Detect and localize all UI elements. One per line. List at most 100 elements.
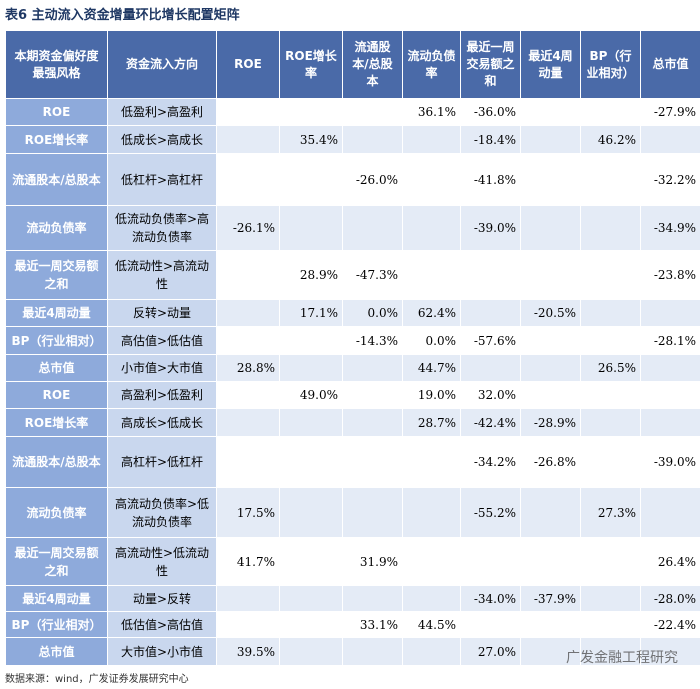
direction-cell: 高杠杆>低杠杆: [107, 436, 217, 488]
value-cell: [580, 153, 641, 206]
value-cell: [279, 326, 343, 355]
value-cell: [580, 537, 641, 586]
value-cell: 26.5%: [580, 354, 641, 382]
table-row: 最近一周交易额之和 低流动性>高流动性 28.9% -47.3% -23.8%: [5, 250, 700, 300]
value-cell: [342, 381, 403, 409]
value-cell: [580, 436, 641, 488]
style-cell: 流通股本/总股本: [5, 153, 108, 206]
value-cell: [216, 381, 280, 409]
value-cell: -32.2%: [640, 153, 700, 206]
column-header: 最近一周交易额之和: [460, 30, 521, 99]
value-cell: [580, 408, 641, 437]
value-cell: [520, 205, 581, 251]
table-row: 最近一周交易额之和 高流动性>低流动性 41.7% 31.9% 26.4%: [5, 537, 700, 586]
style-cell: 流动负债率: [5, 487, 108, 538]
style-cell: 总市值: [5, 637, 108, 666]
value-cell: [402, 585, 461, 612]
value-cell: 0.0%: [402, 326, 461, 355]
style-cell: 最近一周交易额之和: [5, 537, 108, 586]
value-cell: -42.4%: [460, 408, 521, 437]
direction-cell: 低流动性>高流动性: [107, 250, 217, 300]
value-cell: [342, 98, 403, 126]
table-row: 流动负债率 低流动负债率>高流动负债率 -26.1% -39.0% -34.9%: [5, 205, 700, 251]
value-cell: [402, 537, 461, 586]
direction-cell: 低成长>高成长: [107, 125, 217, 154]
column-header: 流动负债率: [402, 30, 461, 99]
value-cell: [520, 637, 581, 666]
value-cell: [279, 637, 343, 666]
value-cell: -28.1%: [640, 326, 700, 355]
table-row: ROE 低盈利>高盈利 36.1% -36.0% -27.9%: [5, 98, 700, 126]
column-header: BP（行业相对）: [580, 30, 641, 99]
table-body: ROE 低盈利>高盈利 36.1% -36.0% -27.9% ROE增长率 低成长>高成长…: [5, 98, 700, 666]
value-cell: 49.0%: [279, 381, 343, 409]
header-row: 本期资金偏好度最强风格 资金流入方向 ROE ROE增长率 流通股本/总股本 流动负债率最…: [5, 30, 700, 99]
value-cell: -14.3%: [342, 326, 403, 355]
direction-cell: 反转>动量: [107, 299, 217, 327]
direction-cell: 小市值>大市值: [107, 354, 217, 382]
value-cell: 17.5%: [216, 487, 280, 538]
value-cell: [520, 381, 581, 409]
value-cell: [279, 537, 343, 586]
value-cell: 62.4%: [402, 299, 461, 327]
column-header: ROE增长率: [279, 30, 343, 99]
watermark: 广发金融工程研究: [566, 650, 678, 666]
value-cell: [342, 585, 403, 612]
value-cell: [640, 125, 700, 154]
value-cell: [460, 537, 521, 586]
value-cell: [580, 611, 641, 638]
value-cell: [342, 436, 403, 488]
table-row: ROE增长率 高成长>低成长 28.7% -42.4% -28.9%: [5, 408, 700, 437]
value-cell: 39.5%: [216, 637, 280, 666]
value-cell: [402, 637, 461, 666]
value-cell: [216, 408, 280, 437]
table-row: 最近4周动量 动量>反转 -34.0% -37.9% -28.0%: [5, 585, 700, 612]
table-row: 流通股本/总股本 低杠杆>高杠杆 -26.0% -41.8% -32.2%: [5, 153, 700, 206]
value-cell: [520, 354, 581, 382]
value-cell: [216, 436, 280, 488]
value-cell: 35.4%: [279, 125, 343, 154]
table-row: ROE增长率 低成长>高成长 35.4% -18.4% 46.2%: [5, 125, 700, 154]
value-cell: [460, 354, 521, 382]
value-cell: [279, 205, 343, 251]
value-cell: [402, 205, 461, 251]
value-cell: 17.1%: [279, 299, 343, 327]
value-cell: 32.0%: [460, 381, 521, 409]
value-cell: 33.1%: [342, 611, 403, 638]
value-cell: [640, 299, 700, 327]
value-cell: [640, 637, 700, 666]
value-cell: [520, 537, 581, 586]
style-cell: 最近4周动量: [5, 299, 108, 327]
style-cell: ROE: [5, 98, 108, 126]
value-cell: [279, 611, 343, 638]
value-cell: -27.9%: [640, 98, 700, 126]
table-row: 总市值 小市值>大市值 28.8% 44.7% 26.5%: [5, 354, 700, 382]
value-cell: [580, 381, 641, 409]
value-cell: [640, 487, 700, 538]
value-cell: [460, 299, 521, 327]
value-cell: [520, 98, 581, 126]
table-title: 表6 主动流入资金增量环比增长配置矩阵: [5, 8, 240, 23]
value-cell: 27.3%: [580, 487, 641, 538]
value-cell: [342, 354, 403, 382]
value-cell: 46.2%: [580, 125, 641, 154]
value-cell: -55.2%: [460, 487, 521, 538]
value-cell: [216, 153, 280, 206]
column-header: 资金流入方向: [107, 30, 217, 99]
value-cell: [402, 250, 461, 300]
value-cell: -20.5%: [520, 299, 581, 327]
table-row: ROE 高盈利>低盈利 49.0% 19.0% 32.0%: [5, 381, 700, 409]
value-cell: -57.6%: [460, 326, 521, 355]
value-cell: [460, 611, 521, 638]
value-cell: -26.1%: [216, 205, 280, 251]
value-cell: [580, 326, 641, 355]
column-header: ROE: [216, 30, 280, 99]
value-cell: -47.3%: [342, 250, 403, 300]
direction-cell: 高流动负债率>低流动负债率: [107, 487, 217, 538]
value-cell: -28.0%: [640, 585, 700, 612]
direction-cell: 高流动性>低流动性: [107, 537, 217, 586]
value-cell: [402, 487, 461, 538]
value-cell: 28.7%: [402, 408, 461, 437]
value-cell: -18.4%: [460, 125, 521, 154]
